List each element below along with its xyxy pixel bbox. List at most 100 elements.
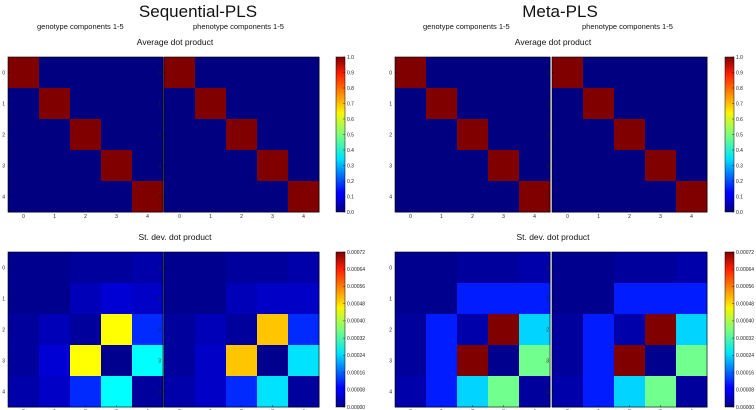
y-tick-label: 1 [546,297,549,303]
x-tick-label: 1 [209,214,212,220]
heatmap-cell [519,119,551,151]
heatmap-cell [257,150,289,182]
heatmap-cell [583,88,615,120]
heatmap-cell [519,57,551,89]
colorbar-tick-label: 0.5 [736,132,743,138]
heatmap-cell [552,88,584,120]
heatmap-cell [583,181,615,213]
heatmap-cell [552,181,584,213]
heatmap-cell [132,181,164,213]
heatmap-cell [614,119,646,151]
heatmap-cell [164,150,196,182]
y-tick-label: 3 [158,359,161,365]
heatmap-cell [488,119,520,151]
heatmap-cell [676,150,708,182]
y-tick-label: 2 [2,328,5,334]
heatmap-cell [457,252,489,284]
heatmap-cell [257,283,289,315]
heatmap-cell [226,119,258,151]
heatmap-cell [101,150,133,182]
heatmap-cell [583,314,615,346]
x-tick-label: 2 [628,214,631,220]
heatmap-cell [226,57,258,89]
heatmap-cell [70,345,102,377]
y-tick-label: 4 [546,195,549,201]
colorbar-tick-label: 0.5 [347,132,354,138]
heatmap-cell [39,376,71,408]
heatmap-cell [645,252,677,284]
heatmap-cell [101,314,133,346]
heatmap-cell [552,314,584,346]
colorbar-tick-label: 0.00024 [347,353,365,359]
heatmap-cell [395,181,427,213]
heatmap-cell [132,252,164,284]
colorbar-tick-label: 0.00064 [347,267,365,273]
y-tick-label: 2 [546,328,549,334]
x-tick-label: 0 [22,214,25,220]
heatmap-cell [614,181,646,213]
heatmap-cell [614,314,646,346]
heatmap-cell [395,252,427,284]
x-tick-label: 4 [146,214,149,220]
heatmap-cell [552,345,584,377]
colorbar-tick-label: 0.00032 [736,336,754,342]
heatmap-cell [70,252,102,284]
subtitle-meta-genotype: genotype components 1-5 [423,22,510,31]
heatmap-cell [132,119,164,151]
heatmap-cell [70,88,102,120]
subtitle-sequential-phenotype: phenotype components 1-5 [193,22,284,31]
heatmap-cell [288,88,320,120]
x-tick-label: 3 [115,214,118,220]
heatmap-cell [583,283,615,315]
heatmap-cell [226,314,258,346]
heatmap-cell [488,88,520,120]
heatmap-cell [8,88,40,120]
heatmap-cell [457,119,489,151]
heatmap-layer: 0 0 1 1 2 2 3 3 4 4 0 0 1 1 2 2 3 3 4 4 0 0 1 1 2 2 3 3 4 4 0 0 1 1 2 2 3 3 4 4… [2,55,754,410]
colorbar-3: 0.00000 0.00008 0.00016 0.00024 0.00032 0.000… [724,250,754,410]
heatmap-cell [519,376,551,408]
y-tick-label: 0 [2,266,5,272]
x-tick-label: 4 [690,214,693,220]
heatmap-cell [488,345,520,377]
colorbar-gradient [724,251,735,408]
colorbar-gradient [335,251,346,408]
heatmap-cell [488,57,520,89]
heatmap-cell [395,57,427,89]
y-tick-label: 1 [158,297,161,303]
heatmap-cell [195,150,227,182]
heatmap-6: 0 0 1 1 2 2 3 3 4 4 [389,251,551,410]
heatmap-cell [552,57,584,89]
heatmap-cell [70,314,102,346]
y-tick-label: 0 [389,266,392,272]
heatmap-cell [552,283,584,315]
heatmap-cell [8,119,40,151]
heatmap-cell [488,314,520,346]
heatmap-cell [552,376,584,408]
colorbar-tick-label: 0.00048 [736,301,754,307]
colorbar-tick-label: 0.00000 [347,405,365,410]
heatmap-1: 0 0 1 1 2 2 3 3 4 4 [158,56,320,220]
heatmap-cell [488,283,520,315]
heatmap-cell [195,345,227,377]
heatmap-cell [101,345,133,377]
heatmap-cell [288,314,320,346]
heatmap-cell [645,57,677,89]
x-tick-label: 2 [240,214,243,220]
heatmap-cell [457,345,489,377]
y-tick-label: 4 [2,195,5,201]
y-tick-label: 1 [389,297,392,303]
heatmap-cell [426,376,458,408]
y-tick-label: 1 [2,102,5,108]
heatmap-cell [195,181,227,213]
heatmap-cell [645,119,677,151]
x-tick-label: 4 [302,214,305,220]
heatmap-cell [8,150,40,182]
heatmap-cell [288,181,320,213]
colorbar-tick-label: 0.2 [347,179,354,185]
colorbar-tick-label: 0.7 [736,101,743,107]
heatmap-cell [257,252,289,284]
heatmap-cell [288,57,320,89]
heatmap-cell [583,57,615,89]
